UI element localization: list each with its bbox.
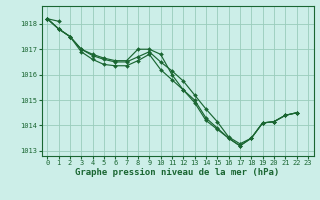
X-axis label: Graphe pression niveau de la mer (hPa): Graphe pression niveau de la mer (hPa) [76,168,280,177]
